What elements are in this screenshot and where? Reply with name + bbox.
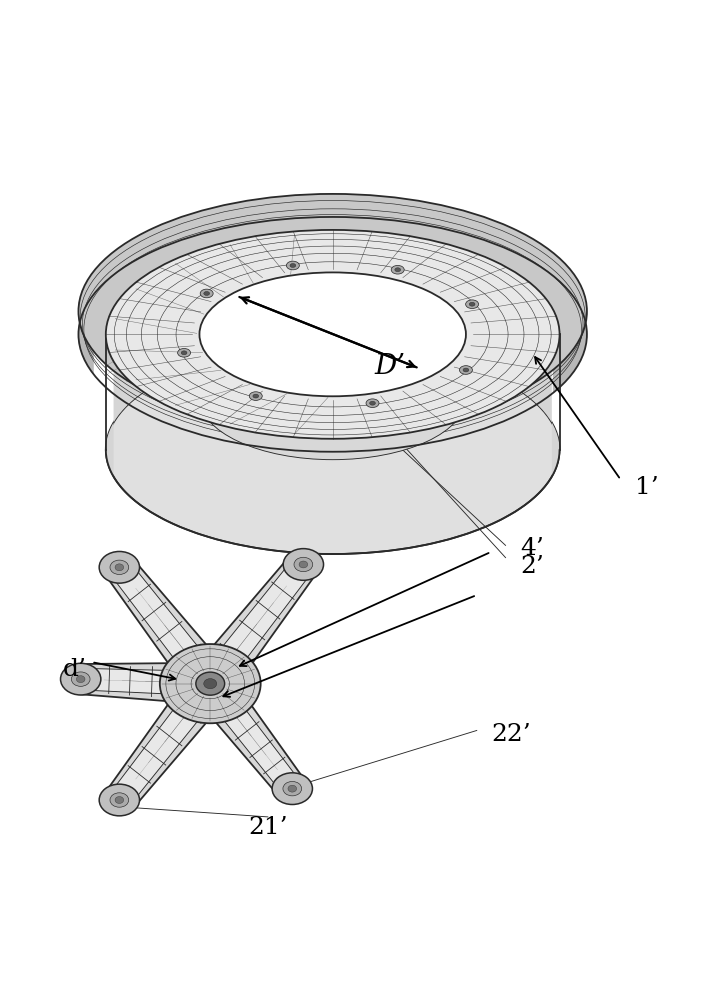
Ellipse shape — [283, 549, 323, 580]
Ellipse shape — [369, 401, 375, 405]
Ellipse shape — [72, 672, 90, 686]
Ellipse shape — [160, 644, 261, 723]
Text: 22’: 22’ — [491, 723, 531, 746]
Ellipse shape — [366, 399, 379, 408]
Ellipse shape — [115, 797, 124, 803]
Polygon shape — [107, 670, 228, 810]
Polygon shape — [80, 668, 210, 696]
Ellipse shape — [283, 781, 301, 796]
Ellipse shape — [200, 336, 466, 460]
Ellipse shape — [200, 289, 213, 298]
Polygon shape — [79, 194, 587, 393]
Ellipse shape — [115, 564, 124, 571]
Ellipse shape — [391, 265, 404, 274]
Ellipse shape — [204, 679, 217, 689]
Ellipse shape — [249, 392, 262, 400]
Ellipse shape — [181, 351, 187, 355]
Ellipse shape — [106, 345, 560, 554]
Ellipse shape — [99, 784, 140, 816]
Polygon shape — [192, 555, 316, 697]
Ellipse shape — [463, 368, 469, 372]
Ellipse shape — [466, 300, 479, 309]
Ellipse shape — [459, 366, 472, 374]
Ellipse shape — [286, 261, 299, 270]
Ellipse shape — [79, 194, 587, 429]
Polygon shape — [106, 230, 560, 477]
Ellipse shape — [294, 557, 313, 572]
Text: d’: d’ — [63, 658, 87, 681]
Ellipse shape — [77, 676, 85, 683]
Polygon shape — [194, 671, 304, 798]
Polygon shape — [111, 675, 221, 807]
Ellipse shape — [299, 561, 308, 568]
Ellipse shape — [106, 230, 560, 439]
Text: 2’: 2’ — [520, 555, 544, 578]
Ellipse shape — [469, 302, 475, 306]
Ellipse shape — [272, 773, 312, 804]
Polygon shape — [80, 663, 211, 705]
Ellipse shape — [395, 268, 401, 272]
Text: D’: D’ — [375, 353, 406, 380]
Ellipse shape — [99, 551, 140, 583]
Polygon shape — [200, 676, 301, 795]
Ellipse shape — [204, 292, 210, 295]
Ellipse shape — [200, 272, 466, 396]
Text: 21’: 21’ — [248, 816, 288, 839]
Polygon shape — [111, 560, 221, 692]
Ellipse shape — [110, 793, 129, 807]
Text: 4’: 4’ — [520, 537, 544, 560]
Polygon shape — [107, 558, 228, 697]
Ellipse shape — [61, 663, 101, 695]
Ellipse shape — [288, 785, 296, 792]
Polygon shape — [200, 557, 312, 692]
Text: 1’: 1’ — [636, 476, 659, 499]
Ellipse shape — [290, 264, 296, 267]
Ellipse shape — [178, 348, 191, 357]
Ellipse shape — [110, 560, 129, 575]
Ellipse shape — [253, 394, 259, 398]
Ellipse shape — [196, 672, 225, 695]
